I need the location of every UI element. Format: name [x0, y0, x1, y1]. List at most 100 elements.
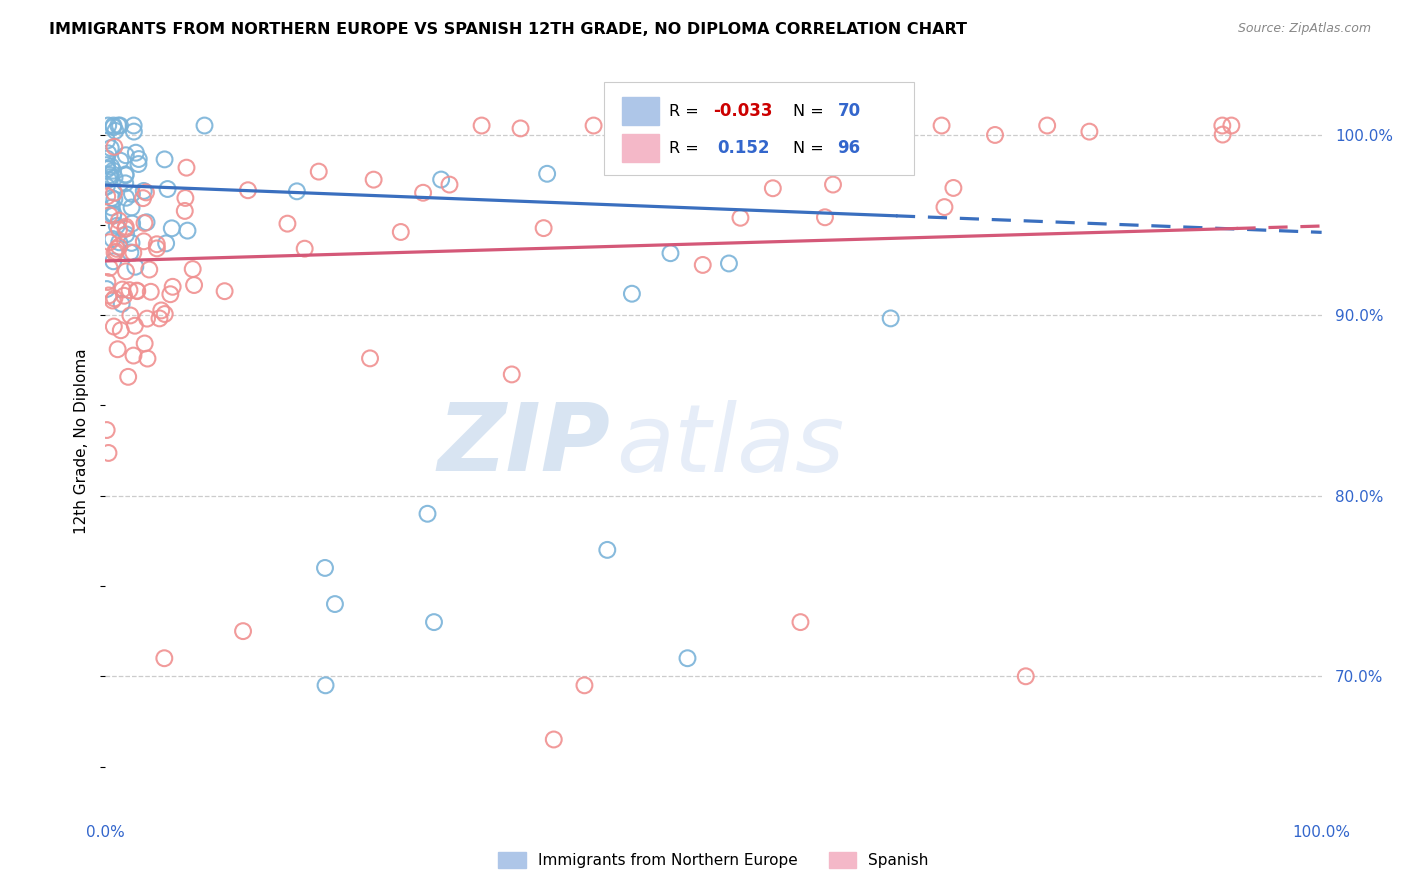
- Point: [122, 119, 145, 133]
- Point: [214, 284, 236, 298]
- Point: [134, 336, 156, 351]
- Point: [98, 260, 121, 275]
- Point: [176, 224, 198, 238]
- Point: [533, 221, 555, 235]
- Point: [136, 351, 159, 366]
- Point: [115, 191, 138, 205]
- Point: [789, 124, 811, 138]
- Point: [111, 283, 134, 297]
- Point: [98, 208, 121, 222]
- Point: [125, 145, 148, 160]
- Point: [153, 153, 176, 167]
- Point: [120, 245, 142, 260]
- Point: [122, 349, 145, 363]
- Point: [115, 264, 138, 278]
- Point: [984, 128, 1007, 142]
- Point: [121, 235, 143, 250]
- Point: [155, 236, 177, 251]
- Point: [134, 216, 156, 230]
- Point: [294, 242, 316, 256]
- Point: [96, 189, 118, 203]
- Point: [153, 307, 176, 321]
- Point: [111, 297, 134, 311]
- Point: [582, 119, 605, 133]
- Point: [543, 732, 565, 747]
- Point: [98, 170, 121, 185]
- Text: R =: R =: [668, 103, 703, 119]
- Point: [100, 160, 122, 174]
- Point: [807, 130, 830, 145]
- Text: atlas: atlas: [616, 400, 845, 491]
- Point: [176, 161, 198, 175]
- Point: [762, 181, 785, 195]
- Point: [181, 262, 204, 277]
- Point: [139, 285, 162, 299]
- Point: [96, 134, 118, 148]
- Point: [108, 223, 131, 237]
- Point: [276, 217, 298, 231]
- Point: [103, 245, 125, 260]
- Point: [108, 119, 131, 133]
- Point: [389, 225, 412, 239]
- Point: [114, 148, 136, 162]
- Point: [146, 241, 169, 255]
- Point: [103, 119, 125, 133]
- Point: [98, 235, 121, 249]
- Point: [114, 177, 136, 191]
- Point: [97, 173, 120, 187]
- Point: [96, 275, 118, 289]
- Text: N =: N =: [793, 103, 828, 119]
- Point: [103, 140, 125, 154]
- Point: [574, 678, 596, 692]
- Point: [136, 311, 159, 326]
- Point: [125, 284, 148, 298]
- Point: [308, 164, 330, 178]
- Point: [118, 283, 141, 297]
- Point: [148, 311, 170, 326]
- Text: IMMIGRANTS FROM NORTHERN EUROPE VS SPANISH 12TH GRADE, NO DIPLOMA CORRELATION CH: IMMIGRANTS FROM NORTHERN EUROPE VS SPANI…: [49, 22, 967, 37]
- Point: [124, 260, 146, 274]
- FancyBboxPatch shape: [623, 135, 659, 162]
- Point: [124, 318, 146, 333]
- Point: [1036, 119, 1059, 133]
- Point: [96, 282, 118, 296]
- Point: [183, 278, 205, 293]
- Point: [128, 152, 150, 166]
- Point: [121, 186, 143, 201]
- Point: [110, 323, 132, 337]
- Point: [132, 191, 155, 205]
- Point: [103, 186, 125, 200]
- Text: 96: 96: [838, 139, 860, 157]
- FancyBboxPatch shape: [605, 82, 914, 175]
- Point: [127, 157, 149, 171]
- Point: [122, 245, 145, 260]
- Point: [814, 211, 837, 225]
- Point: [120, 309, 142, 323]
- Point: [114, 222, 136, 236]
- Point: [101, 201, 124, 215]
- Point: [122, 125, 145, 139]
- Text: ZIP: ZIP: [437, 400, 610, 491]
- Point: [103, 192, 125, 206]
- Point: [132, 235, 155, 249]
- Point: [315, 678, 337, 692]
- Point: [108, 213, 131, 227]
- Point: [156, 182, 179, 196]
- Point: [821, 178, 844, 192]
- Point: [439, 178, 461, 192]
- Point: [314, 561, 336, 575]
- Point: [162, 280, 184, 294]
- Point: [103, 207, 125, 221]
- Point: [104, 124, 127, 138]
- Text: Source: ZipAtlas.com: Source: ZipAtlas.com: [1237, 22, 1371, 36]
- Point: [730, 211, 752, 225]
- Point: [100, 141, 122, 155]
- Point: [1078, 125, 1101, 139]
- Point: [98, 168, 121, 182]
- Point: [620, 286, 643, 301]
- Point: [114, 168, 136, 182]
- Point: [509, 121, 531, 136]
- Point: [97, 446, 120, 460]
- Point: [105, 219, 128, 233]
- Point: [103, 120, 125, 134]
